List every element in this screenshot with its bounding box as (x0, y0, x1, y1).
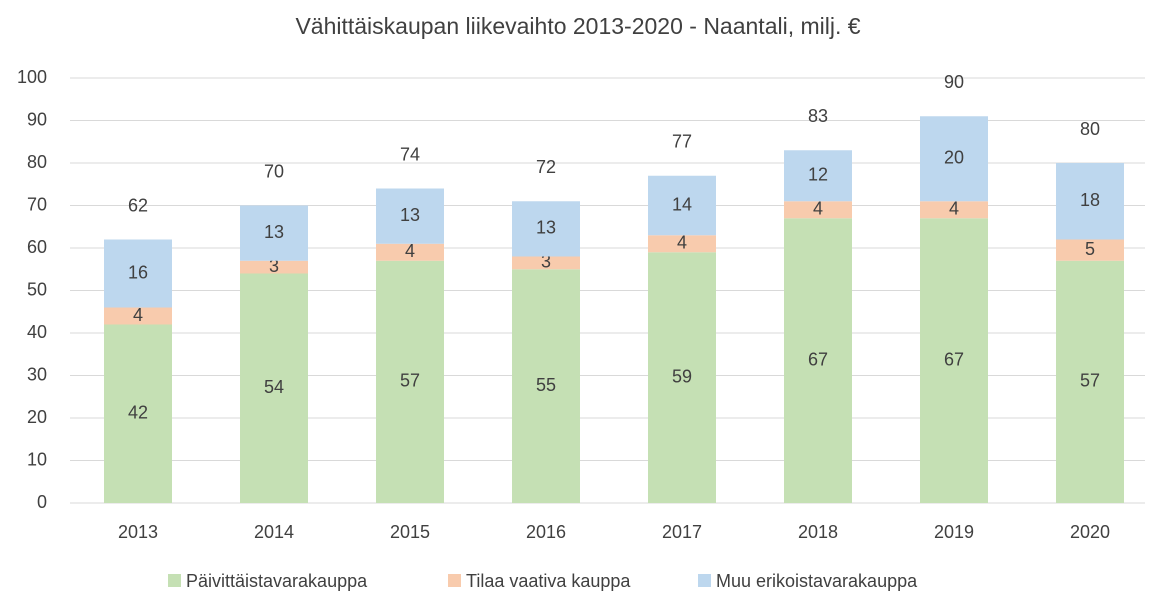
bar-segment (512, 269, 580, 503)
bar-segment (920, 116, 988, 202)
bar-segment (648, 175, 716, 236)
data-label: 57 (400, 371, 420, 391)
data-label: 4 (405, 241, 415, 261)
bar-segment (784, 201, 852, 219)
data-label: 3 (541, 252, 551, 272)
bar-segment (104, 307, 172, 325)
x-tick-label: 2013 (118, 522, 158, 542)
y-tick-label: 50 (27, 279, 47, 299)
data-label: 3 (269, 256, 279, 276)
bar-segment (240, 260, 308, 274)
total-label: 90 (944, 72, 964, 92)
data-label: 4 (949, 199, 959, 219)
bar-segment (920, 201, 988, 219)
x-tick-label: 2018 (798, 522, 838, 542)
bar-segment (1056, 260, 1124, 503)
data-label: 18 (1080, 190, 1100, 210)
bar-segment (512, 201, 580, 257)
y-tick-label: 10 (27, 449, 47, 469)
y-tick-label: 80 (27, 152, 47, 172)
bar-segment (1056, 163, 1124, 240)
legend-swatch (448, 574, 461, 587)
data-label: 67 (944, 349, 964, 369)
total-label: 62 (128, 195, 148, 215)
bar-segment (784, 150, 852, 202)
data-label: 67 (808, 349, 828, 369)
data-label: 14 (672, 194, 692, 214)
x-tick-label: 2020 (1070, 522, 1110, 542)
legend-label: Muu erikoistavarakauppa (716, 571, 918, 591)
data-label: 13 (400, 205, 420, 225)
bar-segment (240, 205, 308, 261)
legend-swatch (698, 574, 711, 587)
total-label: 77 (672, 132, 692, 152)
y-tick-label: 70 (27, 194, 47, 214)
bar-segment (104, 239, 172, 308)
x-tick-label: 2014 (254, 522, 294, 542)
y-tick-label: 40 (27, 322, 47, 342)
data-label: 55 (536, 375, 556, 395)
data-label: 13 (264, 222, 284, 242)
data-label: 4 (813, 199, 823, 219)
y-tick-label: 90 (27, 109, 47, 129)
data-label: 5 (1085, 239, 1095, 259)
y-tick-label: 30 (27, 364, 47, 384)
data-label: 4 (133, 305, 143, 325)
legend-label: Päivittäistavarakauppa (186, 571, 368, 591)
data-label: 13 (536, 218, 556, 238)
bar-segment (920, 218, 988, 503)
bar-segment (648, 252, 716, 503)
total-label: 74 (400, 144, 420, 164)
y-tick-label: 100 (17, 67, 47, 87)
bar-segment (648, 235, 716, 253)
data-label: 57 (1080, 371, 1100, 391)
data-label: 54 (264, 377, 284, 397)
total-label: 83 (808, 106, 828, 126)
data-label: 12 (808, 165, 828, 185)
y-tick-label: 60 (27, 237, 47, 257)
bar-segment (1056, 239, 1124, 261)
legend-swatch (168, 574, 181, 587)
total-label: 70 (264, 161, 284, 181)
bar-segment (240, 273, 308, 503)
legend-label: Tilaa vaativa kauppa (466, 571, 631, 591)
data-label: 16 (128, 262, 148, 282)
data-label: 42 (128, 403, 148, 423)
y-tick-label: 20 (27, 407, 47, 427)
bar-segment (376, 260, 444, 503)
data-label: 59 (672, 366, 692, 386)
bar-segment (784, 218, 852, 503)
x-tick-label: 2017 (662, 522, 702, 542)
y-tick-label: 0 (37, 492, 47, 512)
x-tick-label: 2015 (390, 522, 430, 542)
bar-segment (376, 188, 444, 244)
bar-segment (512, 256, 580, 270)
chart-title: Vähittäiskaupan liikevaihto 2013-2020 - … (295, 13, 860, 39)
x-tick-label: 2019 (934, 522, 974, 542)
total-label: 72 (536, 157, 556, 177)
bar-segment (376, 243, 444, 261)
bar-segment (104, 324, 172, 503)
data-label: 20 (944, 148, 964, 168)
total-label: 80 (1080, 119, 1100, 139)
data-label: 4 (677, 233, 687, 253)
x-tick-label: 2016 (526, 522, 566, 542)
